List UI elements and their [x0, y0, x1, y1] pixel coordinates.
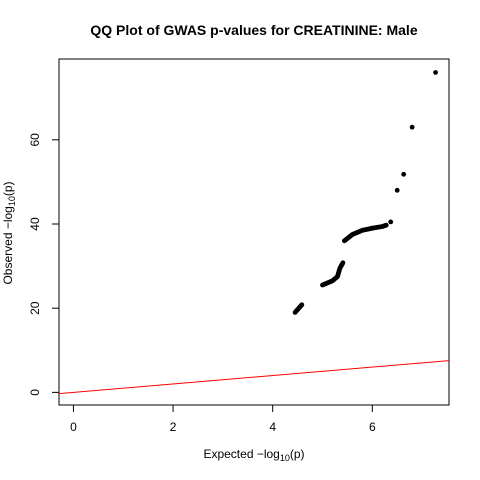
qq-point: [409, 124, 415, 130]
x-tick-label: 2: [170, 420, 177, 434]
y-tick-label: 0: [28, 389, 42, 396]
qq-point: [299, 302, 305, 308]
x-axis-label: Expected −log10(p): [203, 447, 304, 463]
y-axis-label: Observed −log10(p): [1, 181, 17, 284]
y-tick-label: 20: [28, 301, 42, 315]
x-tick-label: 0: [70, 420, 77, 434]
x-tick-label: 6: [369, 420, 376, 434]
y-tick-label: 40: [28, 217, 42, 231]
x-tick-label: 4: [269, 420, 276, 434]
qq-point: [394, 187, 400, 193]
qq-point: [340, 260, 346, 266]
qq-point: [383, 222, 389, 228]
reference-line: [58, 360, 450, 395]
plot-frame: [58, 58, 450, 406]
qq-point: [433, 70, 438, 75]
qq-point: [388, 219, 394, 225]
chart-title: QQ Plot of GWAS p-values for CREATININE:…: [90, 22, 417, 38]
qq-point: [401, 171, 407, 177]
y-tick-label: 60: [28, 133, 42, 147]
data-points: [292, 70, 438, 315]
